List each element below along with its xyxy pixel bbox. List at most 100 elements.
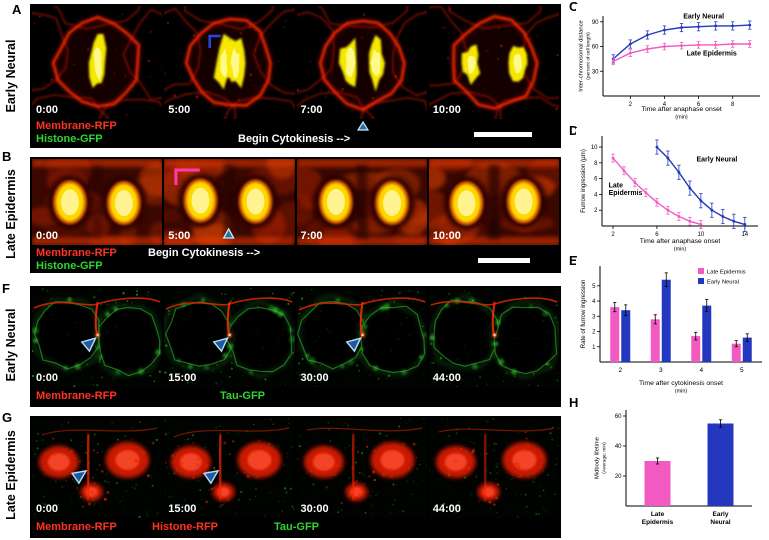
microscopy-image [296, 159, 427, 245]
svg-text:10: 10 [698, 232, 705, 238]
svg-text:Late: Late [609, 182, 624, 189]
microscopy-image [428, 418, 559, 518]
svg-text:(Average; min): (Average; min) [602, 442, 608, 474]
svg-text:Epidermis: Epidermis [642, 519, 674, 526]
svg-text:60: 60 [592, 45, 599, 51]
svg-text:Epidermis: Epidermis [609, 190, 643, 197]
timestamp: 0:00 [36, 104, 59, 116]
svg-text:2: 2 [594, 208, 598, 214]
svg-text:Rate of furrow ingression: Rate of furrow ingression [580, 279, 587, 348]
panel-B-strip: 0:00 5:00 7:00 10:00 Membrane-RFP Histon… [30, 157, 561, 273]
micro-frame: 0:00 [32, 6, 163, 119]
timestamp: 5:00 [168, 104, 191, 116]
begin-cytokinesis-caption: Begin Cytokinesis --> [148, 247, 261, 259]
svg-text:2: 2 [592, 330, 596, 336]
svg-text:8: 8 [731, 102, 735, 108]
panel-G-frames: 0:00 15:00 30:00 44:00 [30, 416, 561, 518]
panel-F-strip: 0:00 15:00 30:00 44:00 Membrane-RFP Tau-… [30, 286, 561, 407]
svg-text:2: 2 [629, 102, 633, 108]
micro-frame: 44:00 [428, 288, 559, 387]
microscopy-image [428, 159, 559, 245]
timestamp: 30:00 [300, 503, 329, 515]
microscopy-image [428, 288, 559, 387]
svg-text:Neural: Neural [710, 519, 730, 526]
svg-text:Late Epidermis: Late Epidermis [707, 270, 746, 276]
timestamp: 5:00 [168, 230, 191, 242]
begin-cytokinesis-caption: Begin Cytokinesis --> [238, 133, 351, 145]
timestamp: 15:00 [168, 372, 197, 384]
micro-frame: 0:00 [32, 418, 163, 518]
panel-F-side-label: Early Neural [4, 308, 18, 382]
panel-G-strip: 0:00 15:00 30:00 44:00 Membrane-RFP Hist… [30, 416, 561, 538]
legend-histone-gfp: Histone-GFP [36, 133, 103, 145]
microscopy-image [428, 6, 559, 119]
svg-text:Time after cytokinesis onset: Time after cytokinesis onset [639, 380, 723, 387]
panel-letter-G: G [2, 410, 13, 425]
svg-text:Late Epidermis: Late Epidermis [687, 51, 737, 58]
svg-text:(min): (min) [674, 247, 687, 253]
svg-text:40: 40 [615, 444, 622, 450]
svg-text:(percent of cell length): (percent of cell length) [586, 32, 592, 80]
panel-B-side-label: Late Epidermis [4, 169, 18, 259]
scale-bar [474, 132, 532, 137]
svg-text:Early Neural: Early Neural [707, 280, 739, 286]
svg-text:6: 6 [655, 232, 659, 238]
svg-text:1: 1 [592, 345, 596, 351]
svg-text:Midbody lifetime: Midbody lifetime [595, 437, 601, 479]
timestamp: 7:00 [300, 230, 323, 242]
svg-text:Inter-chromosomal distance: Inter-chromosomal distance [579, 20, 585, 92]
legend-tau-gfp: Tau-GFP [220, 390, 266, 402]
timestamp: 10:00 [432, 104, 461, 116]
svg-text:6: 6 [697, 102, 701, 108]
micro-frame: 0:00 [32, 288, 163, 387]
panel-letter-B: B [2, 149, 12, 164]
svg-text:(min): (min) [675, 389, 688, 395]
microscopy-image [32, 418, 163, 518]
micro-frame: 15:00 [164, 418, 295, 518]
svg-text:20: 20 [615, 474, 622, 480]
microscopy-image [32, 159, 163, 245]
timestamp: 0:00 [36, 503, 59, 515]
microscopy-image [164, 6, 295, 119]
timestamp: 15:00 [168, 503, 197, 515]
svg-text:10: 10 [591, 145, 598, 151]
svg-text:60: 60 [615, 414, 622, 420]
svg-text:Late: Late [651, 511, 665, 518]
panel-A-strip: 0:00 5:00 7:00 10:00 Membrane-RFP Histon… [30, 4, 561, 148]
svg-text:4: 4 [663, 102, 667, 108]
panel-A-side-label: Early Neural [4, 39, 18, 113]
svg-text:(min): (min) [675, 115, 688, 121]
timestamp: 0:00 [36, 230, 59, 242]
svg-text:3: 3 [659, 367, 663, 374]
panel-letter-D: D [569, 123, 579, 138]
legend-histone-gfp: Histone-GFP [36, 260, 103, 272]
microscopy-image [164, 418, 295, 518]
panel-letter-E: E [569, 253, 578, 268]
micro-frame: 30:00 [296, 418, 427, 518]
svg-text:Early: Early [713, 511, 729, 518]
panel-G-side-label: Late Epidermis [4, 430, 18, 520]
micro-frame: 15:00 [164, 288, 295, 387]
microscopy-image [296, 6, 427, 119]
timestamp: 44:00 [432, 503, 461, 515]
legend-histone-rfp: Histone-RFP [152, 521, 218, 533]
svg-text:Time after anaphase onset: Time after anaphase onset [640, 238, 721, 245]
svg-text:2: 2 [611, 232, 615, 238]
microscopy-image [32, 288, 163, 387]
microscopy-image [296, 288, 427, 387]
panel-letter-A: A [12, 2, 22, 17]
svg-text:5: 5 [740, 367, 744, 374]
microscopy-image [296, 418, 427, 518]
microscopy-image [164, 288, 295, 387]
svg-text:Early Neural: Early Neural [696, 156, 737, 163]
panel-A-frames: 0:00 5:00 7:00 10:00 [30, 4, 561, 119]
svg-text:3: 3 [592, 314, 596, 320]
chart-inter-chromosomal-distance: 30 60 90 2 4 6 8 Early Neural Late Epidermis Time… [576, 4, 766, 122]
legend-tau-gfp: Tau-GFP [274, 521, 320, 533]
panel-letter-F: F [2, 281, 10, 296]
scale-bar [478, 258, 530, 263]
micro-frame: 30:00 [296, 288, 427, 387]
svg-text:Furrow ingression (µm): Furrow ingression (µm) [580, 149, 587, 213]
